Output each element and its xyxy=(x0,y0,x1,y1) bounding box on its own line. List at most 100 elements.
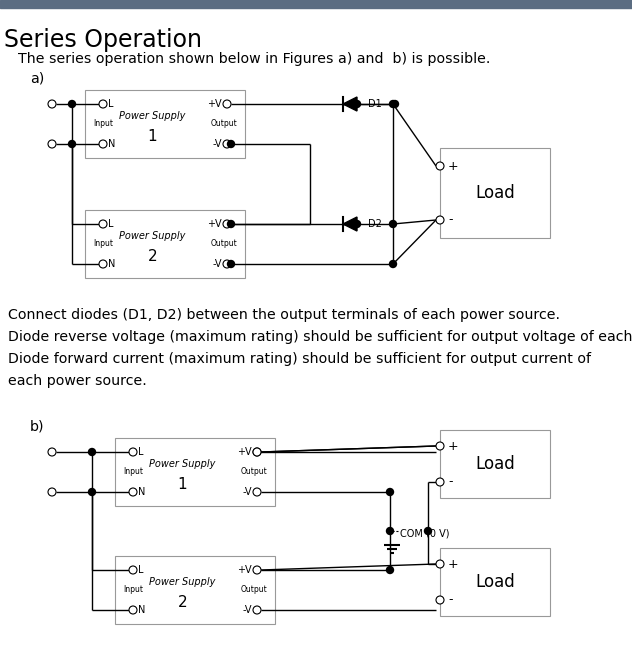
Circle shape xyxy=(389,221,396,227)
Text: Output: Output xyxy=(240,586,267,594)
Circle shape xyxy=(425,528,432,535)
Text: Diode reverse voltage (maximum rating) should be sufficient for output voltage o: Diode reverse voltage (maximum rating) s… xyxy=(8,330,632,344)
Text: Load: Load xyxy=(475,573,515,591)
Circle shape xyxy=(353,101,360,108)
Bar xyxy=(115,556,275,624)
Bar xyxy=(440,430,550,498)
Text: D1: D1 xyxy=(368,99,382,109)
Text: 1: 1 xyxy=(178,477,187,492)
Text: N: N xyxy=(138,487,145,497)
Text: +V: +V xyxy=(207,99,222,109)
Circle shape xyxy=(99,220,107,228)
Text: -: - xyxy=(448,214,453,227)
Text: Input: Input xyxy=(93,240,113,249)
Circle shape xyxy=(223,220,231,228)
Text: +: + xyxy=(448,439,459,453)
Circle shape xyxy=(436,596,444,604)
Text: -V: -V xyxy=(212,259,222,269)
Circle shape xyxy=(228,140,234,148)
Circle shape xyxy=(228,261,234,268)
Circle shape xyxy=(436,478,444,486)
Circle shape xyxy=(48,140,56,148)
Text: Diode forward current (maximum rating) should be sufficient for output current o: Diode forward current (maximum rating) s… xyxy=(8,352,591,366)
Circle shape xyxy=(253,566,261,574)
Circle shape xyxy=(129,448,137,456)
Circle shape xyxy=(48,448,56,456)
Text: Input: Input xyxy=(123,468,143,477)
Bar xyxy=(440,548,550,616)
Text: Power Supply: Power Supply xyxy=(149,459,216,469)
Circle shape xyxy=(387,488,394,496)
Text: -: - xyxy=(448,475,453,488)
Text: L: L xyxy=(138,565,143,575)
Circle shape xyxy=(436,442,444,450)
Circle shape xyxy=(253,448,261,456)
Text: -: - xyxy=(448,594,453,607)
Text: Output: Output xyxy=(210,240,237,249)
Text: -V: -V xyxy=(212,139,222,149)
Circle shape xyxy=(387,567,394,573)
Bar xyxy=(0,0,632,8)
Circle shape xyxy=(223,140,231,148)
Text: L: L xyxy=(138,447,143,457)
Text: a): a) xyxy=(30,72,44,86)
Text: 2: 2 xyxy=(147,249,157,264)
Text: +: + xyxy=(448,159,459,172)
Circle shape xyxy=(253,606,261,614)
Text: Power Supply: Power Supply xyxy=(149,577,216,587)
Circle shape xyxy=(99,260,107,268)
Circle shape xyxy=(48,100,56,108)
Circle shape xyxy=(48,488,56,496)
Circle shape xyxy=(99,140,107,148)
Text: Series Operation: Series Operation xyxy=(4,28,202,52)
Text: N: N xyxy=(108,139,116,149)
Circle shape xyxy=(129,566,137,574)
Bar xyxy=(440,148,550,238)
Circle shape xyxy=(68,101,75,108)
Circle shape xyxy=(129,488,137,496)
Circle shape xyxy=(129,606,137,614)
Text: L: L xyxy=(108,99,114,109)
Circle shape xyxy=(223,260,231,268)
Circle shape xyxy=(253,448,261,456)
Text: +V: +V xyxy=(238,447,252,457)
Text: COM (0 V): COM (0 V) xyxy=(400,528,449,538)
Circle shape xyxy=(436,216,444,224)
Text: Output: Output xyxy=(210,119,237,129)
Text: Input: Input xyxy=(93,119,113,129)
Circle shape xyxy=(228,221,234,227)
Circle shape xyxy=(387,528,394,535)
Text: Load: Load xyxy=(475,455,515,473)
Polygon shape xyxy=(343,217,357,231)
Text: -V: -V xyxy=(243,605,252,615)
Text: +V: +V xyxy=(238,565,252,575)
Text: N: N xyxy=(108,259,116,269)
Text: +V: +V xyxy=(207,219,222,229)
Circle shape xyxy=(99,100,107,108)
Text: 2: 2 xyxy=(178,595,187,610)
Text: N: N xyxy=(138,605,145,615)
Text: Connect diodes (D1, D2) between the output terminals of each power source.: Connect diodes (D1, D2) between the outp… xyxy=(8,308,560,322)
Text: +: + xyxy=(448,558,459,571)
Bar xyxy=(85,90,245,158)
Circle shape xyxy=(389,101,396,108)
Circle shape xyxy=(436,162,444,170)
Text: Input: Input xyxy=(123,586,143,594)
Circle shape xyxy=(88,449,95,456)
Text: each power source.: each power source. xyxy=(8,374,147,388)
Circle shape xyxy=(391,101,399,108)
Circle shape xyxy=(68,140,75,148)
Text: Power Supply: Power Supply xyxy=(119,111,185,121)
Circle shape xyxy=(253,488,261,496)
Text: D2: D2 xyxy=(368,219,382,229)
Bar xyxy=(115,438,275,506)
Text: The series operation shown below in Figures a) and  b) is possible.: The series operation shown below in Figu… xyxy=(18,52,490,66)
Circle shape xyxy=(353,221,360,227)
Circle shape xyxy=(88,488,95,496)
Text: 1: 1 xyxy=(147,129,157,144)
Text: b): b) xyxy=(30,420,44,434)
Text: L: L xyxy=(108,219,114,229)
Text: Load: Load xyxy=(475,184,515,202)
Text: Output: Output xyxy=(240,468,267,477)
Text: -V: -V xyxy=(243,487,252,497)
